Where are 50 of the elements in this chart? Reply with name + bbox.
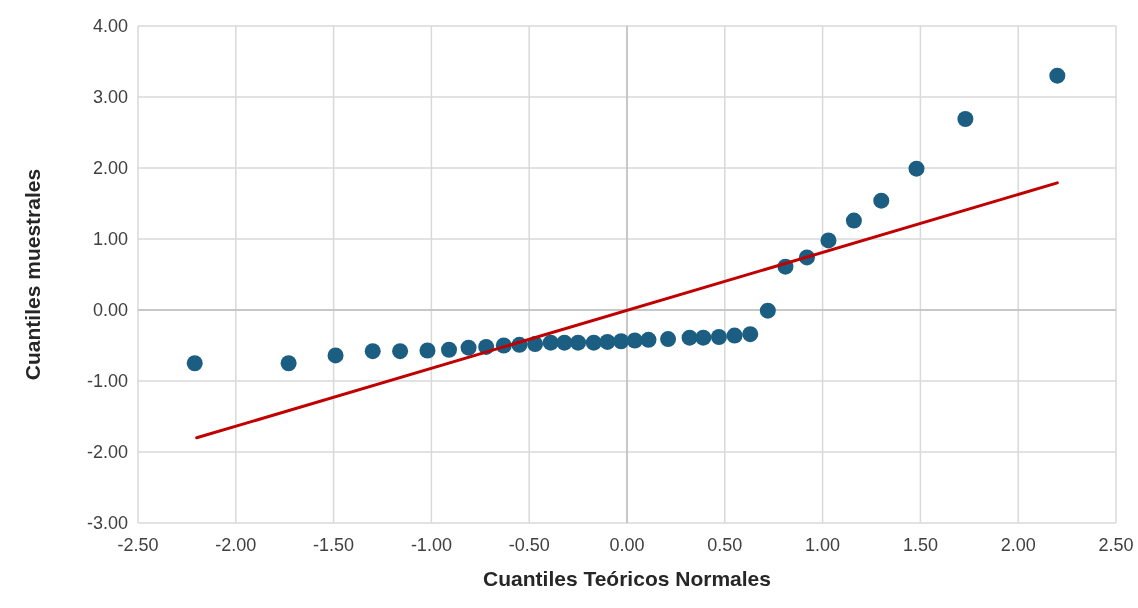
point (908, 160, 925, 177)
y-tick-label: 1.00 (92, 229, 128, 250)
point (957, 111, 974, 128)
point (873, 192, 890, 209)
point (759, 302, 776, 319)
x-tick-label: -0.50 (508, 535, 550, 555)
x-axis-title: Cuantiles Teóricos Normales (483, 567, 771, 590)
y-tick-label: -1.00 (86, 371, 128, 392)
point (186, 355, 203, 372)
point (392, 343, 409, 360)
point (1049, 67, 1066, 84)
y-tick-label: 3.00 (92, 87, 128, 108)
point (820, 232, 837, 249)
point (742, 326, 759, 343)
x-tick-label: 0.00 (609, 535, 645, 555)
point (660, 331, 677, 348)
y-tick-label: 0.00 (92, 300, 128, 321)
point (613, 333, 630, 350)
point (364, 343, 381, 360)
point (585, 334, 602, 351)
x-tick-label: 0.50 (707, 535, 743, 555)
x-tick-label: 2.00 (1000, 535, 1036, 555)
x-tick-label: -1.00 (410, 535, 452, 555)
point (726, 327, 743, 344)
point (845, 212, 862, 229)
point (327, 347, 344, 364)
point (441, 341, 457, 358)
point (419, 342, 436, 359)
x-tick-label: -2.50 (117, 535, 159, 555)
point (681, 329, 698, 346)
point (710, 328, 727, 345)
y-tick-label: 4.00 (92, 16, 128, 37)
point (570, 334, 587, 351)
y-tick-label: 2.00 (92, 158, 128, 179)
x-tick-label: 1.00 (805, 535, 841, 555)
point (599, 333, 616, 350)
point (626, 332, 643, 349)
x-tick-label: 2.50 (1098, 535, 1134, 555)
y-tick-label: -3.00 (86, 513, 128, 534)
point (640, 331, 657, 348)
y-axis-title: Cuantiles muestrales (21, 168, 44, 381)
y-tick-label: -2.00 (86, 442, 128, 463)
x-tick-label: 1.50 (902, 535, 938, 555)
point (695, 329, 712, 346)
point (280, 355, 297, 372)
point (556, 334, 573, 351)
x-tick-label: -1.50 (313, 535, 355, 555)
point (460, 339, 477, 356)
point (542, 334, 559, 351)
x-tick-label: -2.00 (215, 535, 257, 555)
